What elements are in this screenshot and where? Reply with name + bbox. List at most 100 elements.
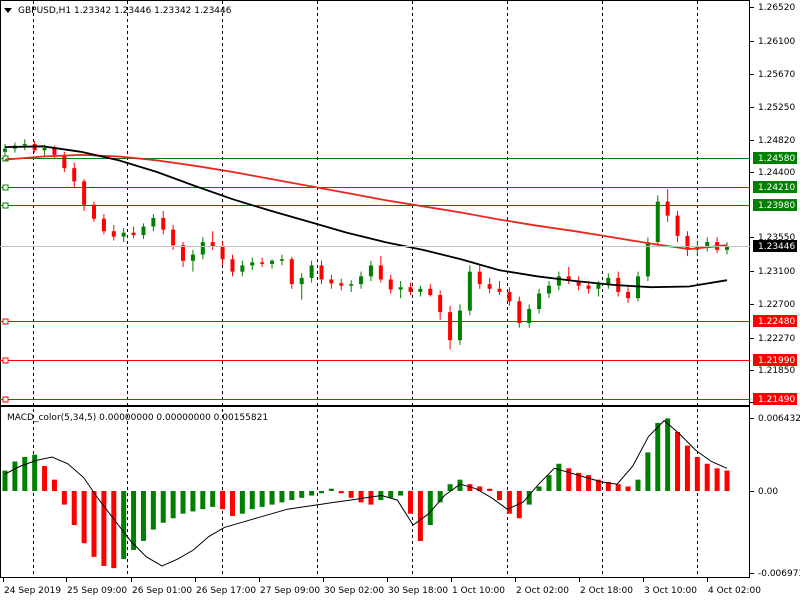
time-axis: 24 Sep 2019 25 Sep 09:00 26 Sep 01:00 26 Se… — [3, 578, 761, 596]
candle-body — [448, 312, 453, 341]
level-price-label — [753, 393, 797, 405]
candle-body — [556, 276, 561, 286]
time-tick-label: 26 Sep 01:00 — [132, 586, 192, 596]
candle-body — [309, 265, 314, 278]
time-tick-label: 24 Sep 2019 — [4, 586, 61, 596]
candle-body — [151, 217, 156, 227]
candle-body — [339, 283, 344, 286]
level-anchor[interactable] — [2, 357, 9, 364]
macd-bar — [724, 470, 730, 491]
macd-bar — [348, 491, 354, 498]
macd-bar — [190, 491, 196, 512]
macd-bar — [111, 491, 117, 569]
macd-bar — [595, 479, 601, 491]
candle-body — [121, 232, 126, 237]
macd-bar — [61, 491, 67, 505]
macd-bar — [160, 491, 166, 523]
macd-bar — [170, 491, 176, 519]
price-pane[interactable] — [0, 0, 750, 406]
moving-average-slow — [4, 145, 728, 289]
level-anchor[interactable] — [2, 318, 9, 325]
candle-body — [319, 265, 324, 280]
macd-bar — [328, 488, 334, 491]
candle-body — [705, 242, 710, 247]
price-tick-label: 1.22700 — [758, 300, 795, 310]
macd-axis: 0.0064324 0.00 -0.006973 — [750, 414, 800, 579]
level-price-label — [753, 199, 797, 211]
macd-bar — [447, 484, 453, 491]
price-tick-label: 1.22270 — [758, 334, 795, 344]
macd-bar — [91, 491, 97, 557]
macd-bar — [714, 468, 720, 491]
macd-bar — [121, 491, 127, 560]
time-tick-label: 25 Sep 09:00 — [67, 586, 127, 596]
price-tick-label: 1.26520 — [758, 3, 795, 13]
time-tick-label: 4 Oct 02:00 — [708, 586, 761, 596]
macd-bar — [299, 491, 305, 498]
candle-body — [586, 285, 591, 289]
candle-body — [111, 231, 116, 237]
macd-bar — [536, 486, 542, 491]
macd-bar — [477, 486, 483, 491]
level-price-label — [753, 181, 797, 193]
candle-body — [497, 288, 502, 292]
level-price-label — [753, 152, 797, 164]
macd-bar — [249, 491, 255, 510]
macd-bar — [675, 431, 681, 491]
candle-body — [527, 309, 532, 324]
price-levels — [0, 155, 750, 403]
candle-body — [457, 310, 462, 341]
macd-bar — [32, 454, 38, 491]
time-tick-label: 2 Oct 02:00 — [516, 586, 569, 596]
macd-bar — [655, 422, 661, 491]
candle-body — [626, 291, 631, 299]
macd-bar — [358, 491, 364, 503]
candle-body — [685, 235, 690, 250]
macd-bar — [269, 491, 275, 505]
candle-body — [72, 168, 77, 182]
macd-bar — [200, 491, 206, 510]
triangle-down-icon[interactable] — [4, 8, 12, 13]
candle-body — [645, 242, 650, 277]
candle-body — [289, 259, 294, 285]
macd-histogram — [2, 418, 730, 569]
level-price-text: 1.24580 — [758, 154, 795, 164]
candle-body — [161, 217, 166, 230]
candle-body — [210, 242, 215, 247]
macd-bar — [566, 468, 572, 491]
level-price-label — [753, 354, 797, 366]
macd-bar — [398, 491, 404, 496]
level-price-text: 1.21990 — [758, 356, 795, 366]
price-axis: 1.26520 1.26100 1.25670 1.25250 1.24820 1.244… — [750, 3, 797, 408]
macd-bar — [2, 470, 8, 491]
candle-body — [92, 204, 97, 219]
candle-body — [665, 201, 670, 216]
candle-body — [260, 262, 265, 264]
macd-tick-label: 0.0064324 — [758, 414, 800, 424]
macd-bar — [131, 491, 137, 551]
macd-bar — [506, 491, 512, 514]
candle-body — [438, 295, 443, 313]
moving-average-fast — [4, 153, 728, 251]
time-tick-label: 30 Sep 18:00 — [388, 586, 448, 596]
candle-body — [270, 260, 275, 264]
candle-body — [398, 287, 403, 290]
candle-body — [418, 288, 423, 292]
candle-body — [349, 284, 354, 286]
candle-body — [131, 232, 136, 236]
time-tick-label: 30 Sep 02:00 — [324, 586, 384, 596]
macd-bar — [408, 491, 414, 514]
macd-bar — [309, 491, 315, 496]
candle-body — [546, 285, 551, 294]
macd-bar — [437, 491, 443, 503]
time-tick-label: 27 Sep 09:00 — [260, 586, 320, 596]
level-anchor[interactable] — [2, 396, 9, 403]
level-anchor[interactable] — [2, 202, 9, 209]
macd-bar — [220, 491, 226, 510]
macd-bar — [180, 491, 186, 514]
candle-body — [537, 293, 542, 310]
macd-bar — [635, 479, 641, 491]
candle-body — [101, 218, 106, 232]
level-anchor[interactable] — [2, 184, 9, 191]
